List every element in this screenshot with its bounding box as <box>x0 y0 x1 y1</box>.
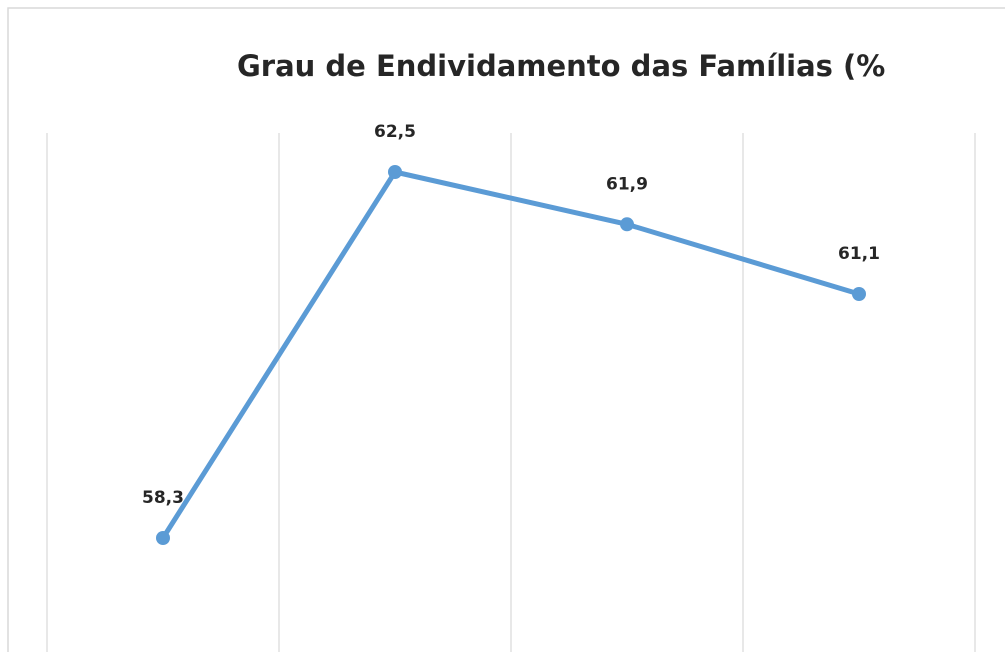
data-line <box>160 169 860 540</box>
data-point <box>852 287 866 301</box>
data-label: 58,3 <box>142 488 184 508</box>
data-label: 62,5 <box>374 122 416 142</box>
data-point <box>620 217 634 232</box>
chart-border <box>7 7 1005 652</box>
data-label: 61,9 <box>606 174 648 194</box>
data-label: 61,1 <box>838 244 880 264</box>
data-point <box>156 531 170 545</box>
data-point <box>388 165 402 179</box>
chart-title: Grau de Endividamento das Famílias (% <box>237 49 885 83</box>
